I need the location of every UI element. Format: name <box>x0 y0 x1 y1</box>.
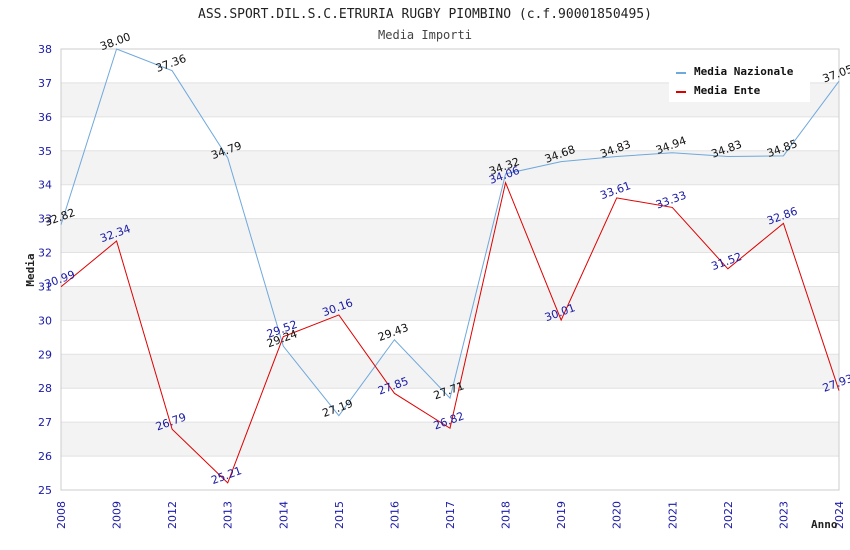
data-label: 33.33 <box>654 189 688 212</box>
y-axis-label: Media <box>24 253 37 286</box>
y-tick-label: 33 <box>38 213 52 226</box>
legend-label-media-nazionale: Media Nazionale <box>694 65 794 78</box>
x-tick-label: 2016 <box>388 501 401 529</box>
data-label: 38.00 <box>98 30 132 53</box>
x-tick-label: 2022 <box>722 501 735 529</box>
plot-area-frame <box>60 48 840 491</box>
grid-band <box>61 218 839 253</box>
grid-band <box>61 286 839 321</box>
data-label: 29.43 <box>376 321 410 344</box>
y-tick-label: 26 <box>38 450 52 463</box>
y-tick-label: 36 <box>38 111 52 124</box>
x-tick-label: 2013 <box>222 501 235 529</box>
y-tick-label: 37 <box>38 77 52 90</box>
data-label: 37.36 <box>154 52 188 75</box>
x-tick-label: 2020 <box>611 501 624 529</box>
y-tick-label: 32 <box>38 247 52 260</box>
y-tick-label: 35 <box>38 145 52 158</box>
x-tick-label: 2009 <box>111 501 124 529</box>
y-tick-label: 31 <box>38 280 52 293</box>
y-tick-label: 29 <box>38 348 52 361</box>
series-line-media-nazionale <box>60 48 840 417</box>
chart-title: ASS.SPORT.DIL.S.C.ETRURIA RUGBY PIOMBINO… <box>198 7 652 22</box>
x-axis-label: Anno <box>811 518 838 531</box>
x-tick-label: 2015 <box>333 501 346 529</box>
x-tick-label: 2023 <box>777 501 790 529</box>
series-layer <box>60 48 840 484</box>
x-axis-ticks: 2008 2009 2012 2013 2014 2015 2016 2017 2018 2019… <box>55 501 846 529</box>
x-tick-label: 2008 <box>55 501 68 529</box>
x-tick-label: 2019 <box>555 501 568 529</box>
x-tick-label: 2024 <box>833 501 846 529</box>
chart-subtitle: Media Importi <box>378 28 472 42</box>
x-tick-label: 2012 <box>166 501 179 529</box>
y-tick-label: 28 <box>38 382 52 395</box>
legend: Media Nazionale Media Ente <box>669 60 810 102</box>
x-tick-label: 2014 <box>277 501 290 529</box>
grid-band <box>61 354 839 389</box>
legend-box <box>669 60 810 102</box>
data-label: 37.05 <box>821 62 850 85</box>
data-label: 25.21 <box>209 464 243 487</box>
data-label: 31.52 <box>710 250 744 273</box>
y-tick-label: 34 <box>38 179 52 192</box>
x-tick-label: 2021 <box>666 501 679 529</box>
y-tick-label: 38 <box>38 43 52 56</box>
y-tick-label: 25 <box>38 484 52 497</box>
data-label: 27.19 <box>321 397 355 420</box>
y-axis-ticks: 25 26 27 28 29 30 31 32 33 34 35 36 37 38 <box>38 43 52 497</box>
legend-label-media-ente: Media Ente <box>694 84 761 97</box>
x-tick-label: 2018 <box>500 501 513 529</box>
y-tick-label: 30 <box>38 314 52 327</box>
y-tick-label: 27 <box>38 416 52 429</box>
x-tick-label: 2017 <box>444 501 457 529</box>
series-line-media-ente <box>60 180 840 484</box>
grid-band <box>61 150 839 185</box>
